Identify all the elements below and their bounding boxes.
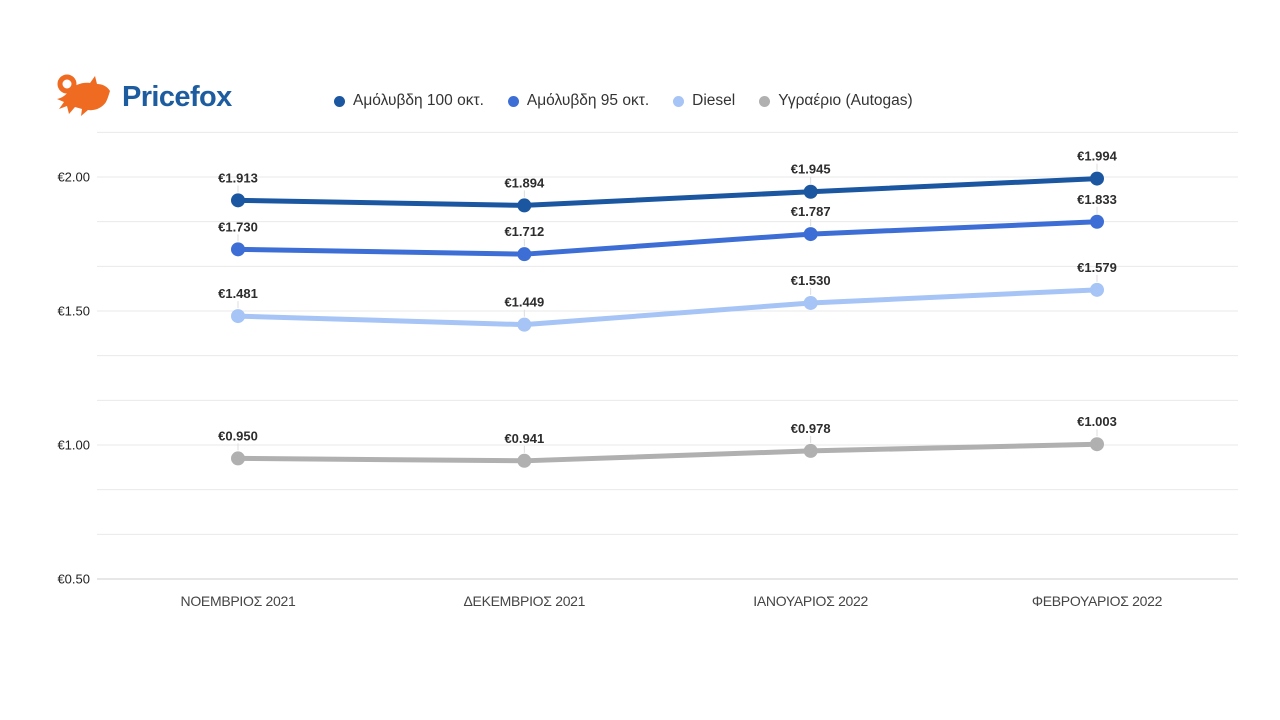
legend-dot-icon xyxy=(334,95,345,107)
data-point xyxy=(1090,282,1104,297)
pricefox-logo[interactable]: Pricefox xyxy=(56,74,232,120)
chart-legend: Αμόλυβδη 100 οκτ. Αμόλυβδη 95 οκτ. Diesel Υ… xyxy=(334,92,913,111)
data-point xyxy=(231,309,245,324)
series-line xyxy=(235,219,1100,257)
legend-item-label: Υγραέριο (Autogas) xyxy=(778,92,913,109)
series-line xyxy=(235,176,1100,208)
y-axis-tick-label: €0.50 xyxy=(57,572,90,587)
y-axis-tick-label: €1.00 xyxy=(57,438,90,453)
data-point xyxy=(1090,437,1104,452)
y-axis-tick-label: €2.00 xyxy=(57,170,90,185)
data-point-label: €1.994 xyxy=(1077,149,1118,164)
data-point-label: €1.945 xyxy=(791,162,831,177)
data-point xyxy=(517,317,532,332)
data-point-label: €1.787 xyxy=(791,204,831,219)
data-point xyxy=(517,247,532,262)
data-point-label: €1.833 xyxy=(1077,192,1117,207)
data-point xyxy=(517,198,532,213)
legend-item-label: Αμόλυβδη 95 οκτ. xyxy=(526,92,650,109)
x-axis-label: ΔΕΚΕΜΒΡΙΟΣ 2021 xyxy=(463,593,585,609)
legend-item[interactable]: Diesel xyxy=(673,92,735,111)
data-point xyxy=(1090,214,1104,229)
data-point xyxy=(231,193,245,208)
data-point xyxy=(803,184,818,199)
legend-dot-icon xyxy=(673,95,685,107)
legend-item[interactable]: Αμόλυβδη 100 οκτ. xyxy=(334,92,484,111)
data-point-label: €1.712 xyxy=(504,224,544,239)
legend-dot-icon xyxy=(507,95,519,107)
data-point xyxy=(231,451,245,466)
data-point-label: €1.530 xyxy=(791,273,831,288)
data-point-label: €1.913 xyxy=(218,170,258,185)
data-point-label: €1.579 xyxy=(1077,260,1117,275)
x-axis-label: ΙΑΝΟΥΑΡΙΟΣ 2022 xyxy=(753,593,868,609)
series-line xyxy=(235,441,1100,464)
data-point-label: €1.449 xyxy=(504,295,544,310)
data-point xyxy=(803,295,818,310)
fox-icon xyxy=(57,74,110,116)
data-point-label: €1.730 xyxy=(218,219,258,234)
legend-item-label: Αμόλυβδη 100 οκτ. xyxy=(353,92,484,109)
legend-item-label: Diesel xyxy=(692,92,736,109)
data-point xyxy=(1090,171,1104,186)
data-point-label: €0.941 xyxy=(504,431,544,446)
legend-item[interactable]: Υγραέριο (Autogas) xyxy=(759,92,913,111)
data-point-label: €1.894 xyxy=(504,175,545,190)
data-point-label: €0.950 xyxy=(218,428,258,443)
data-point-label: €1.003 xyxy=(1077,414,1117,429)
x-axis-label: ΝΟΕΜΒΡΙΟΣ 2021 xyxy=(181,593,296,609)
data-point xyxy=(803,443,818,458)
legend-dot-icon xyxy=(759,95,771,107)
legend-item[interactable]: Αμόλυβδη 95 οκτ. xyxy=(507,92,650,111)
x-axis-label: ΦΕΒΡΟΥΑΡΙΟΣ 2022 xyxy=(1032,593,1163,609)
data-point-label: €0.978 xyxy=(791,421,831,436)
data-point xyxy=(803,227,818,242)
data-point xyxy=(231,242,245,257)
series-line xyxy=(235,287,1100,328)
brand-name: Pricefox xyxy=(122,80,232,113)
data-point-label: €1.481 xyxy=(218,286,258,301)
data-point xyxy=(517,453,532,468)
y-axis-tick-label: €1.50 xyxy=(57,304,90,319)
